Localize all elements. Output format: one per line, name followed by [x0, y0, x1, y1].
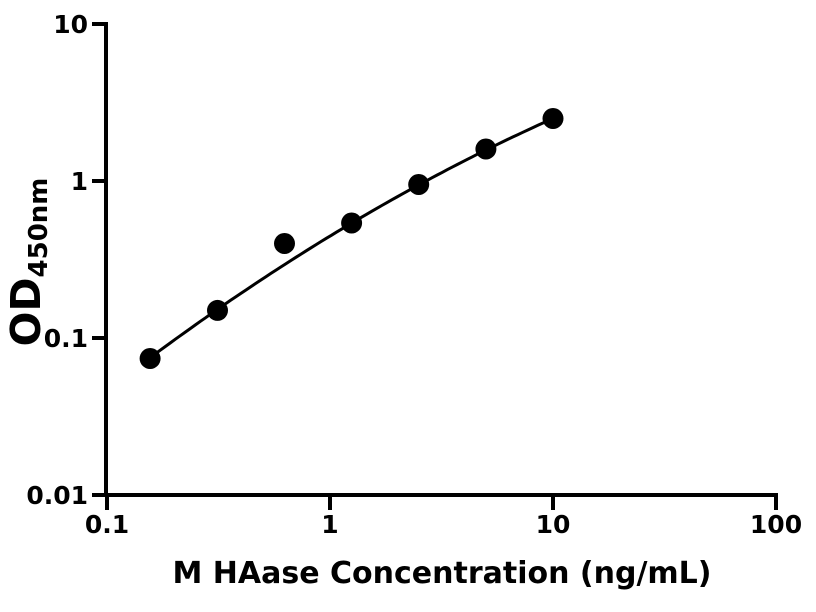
x-axis-title: M HAase Concentration (ng/mL): [172, 556, 712, 591]
data-point: [341, 212, 363, 234]
x-tick-label: 10: [536, 510, 571, 539]
y-axis-title: OD450nm: [2, 178, 54, 347]
x-tick-label: 1: [321, 510, 338, 539]
x-tick-label: 100: [750, 510, 802, 539]
x-tick-label: 0.1: [85, 510, 129, 539]
y-tick-label: 0.1: [44, 324, 88, 353]
data-point: [274, 233, 295, 254]
y-tick-label: 1: [71, 167, 88, 196]
data-point: [542, 108, 564, 129]
y-tick-label: 10: [53, 10, 88, 39]
data-point: [207, 299, 228, 321]
data-point: [139, 348, 161, 369]
y-axis-title-subscript: 450nm: [24, 177, 54, 278]
data-point: [408, 174, 430, 195]
y-axis-title-main: OD: [2, 277, 50, 347]
data-point: [475, 138, 497, 160]
y-tick-label: 0.01: [26, 481, 88, 510]
